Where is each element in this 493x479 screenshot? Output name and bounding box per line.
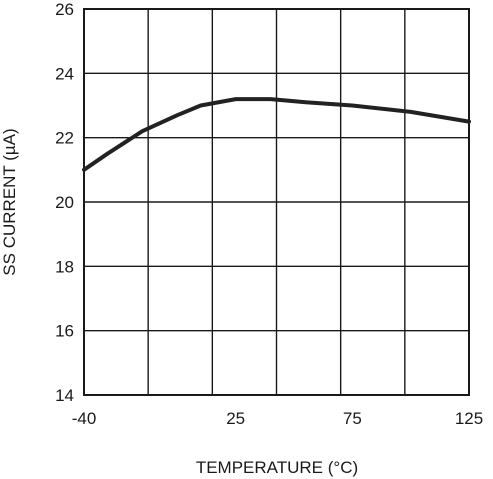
grid <box>84 9 469 395</box>
y-tick-label: 16 <box>55 322 74 341</box>
x-axis-title: TEMPERATURE (°C) <box>196 458 358 477</box>
y-tick-label: 22 <box>55 129 74 148</box>
x-tick-label: 125 <box>455 409 483 428</box>
y-tick-label: 20 <box>55 193 74 212</box>
x-tick-label: -40 <box>72 409 97 428</box>
y-tick-label: 26 <box>55 0 74 19</box>
x-axis-ticks: -40 25 75 125 <box>72 409 483 428</box>
y-tick-label: 18 <box>55 257 74 276</box>
x-tick-label: 25 <box>226 409 245 428</box>
y-tick-label: 14 <box>55 386 74 405</box>
x-tick-label: 75 <box>343 409 362 428</box>
y-tick-label: 24 <box>55 64 74 83</box>
plot-frame <box>83 8 470 396</box>
y-axis-title: SS CURRENT (µA) <box>0 128 19 275</box>
y-axis-ticks: 26 24 22 20 18 16 14 <box>55 0 74 405</box>
ss-current-line <box>82 97 471 172</box>
